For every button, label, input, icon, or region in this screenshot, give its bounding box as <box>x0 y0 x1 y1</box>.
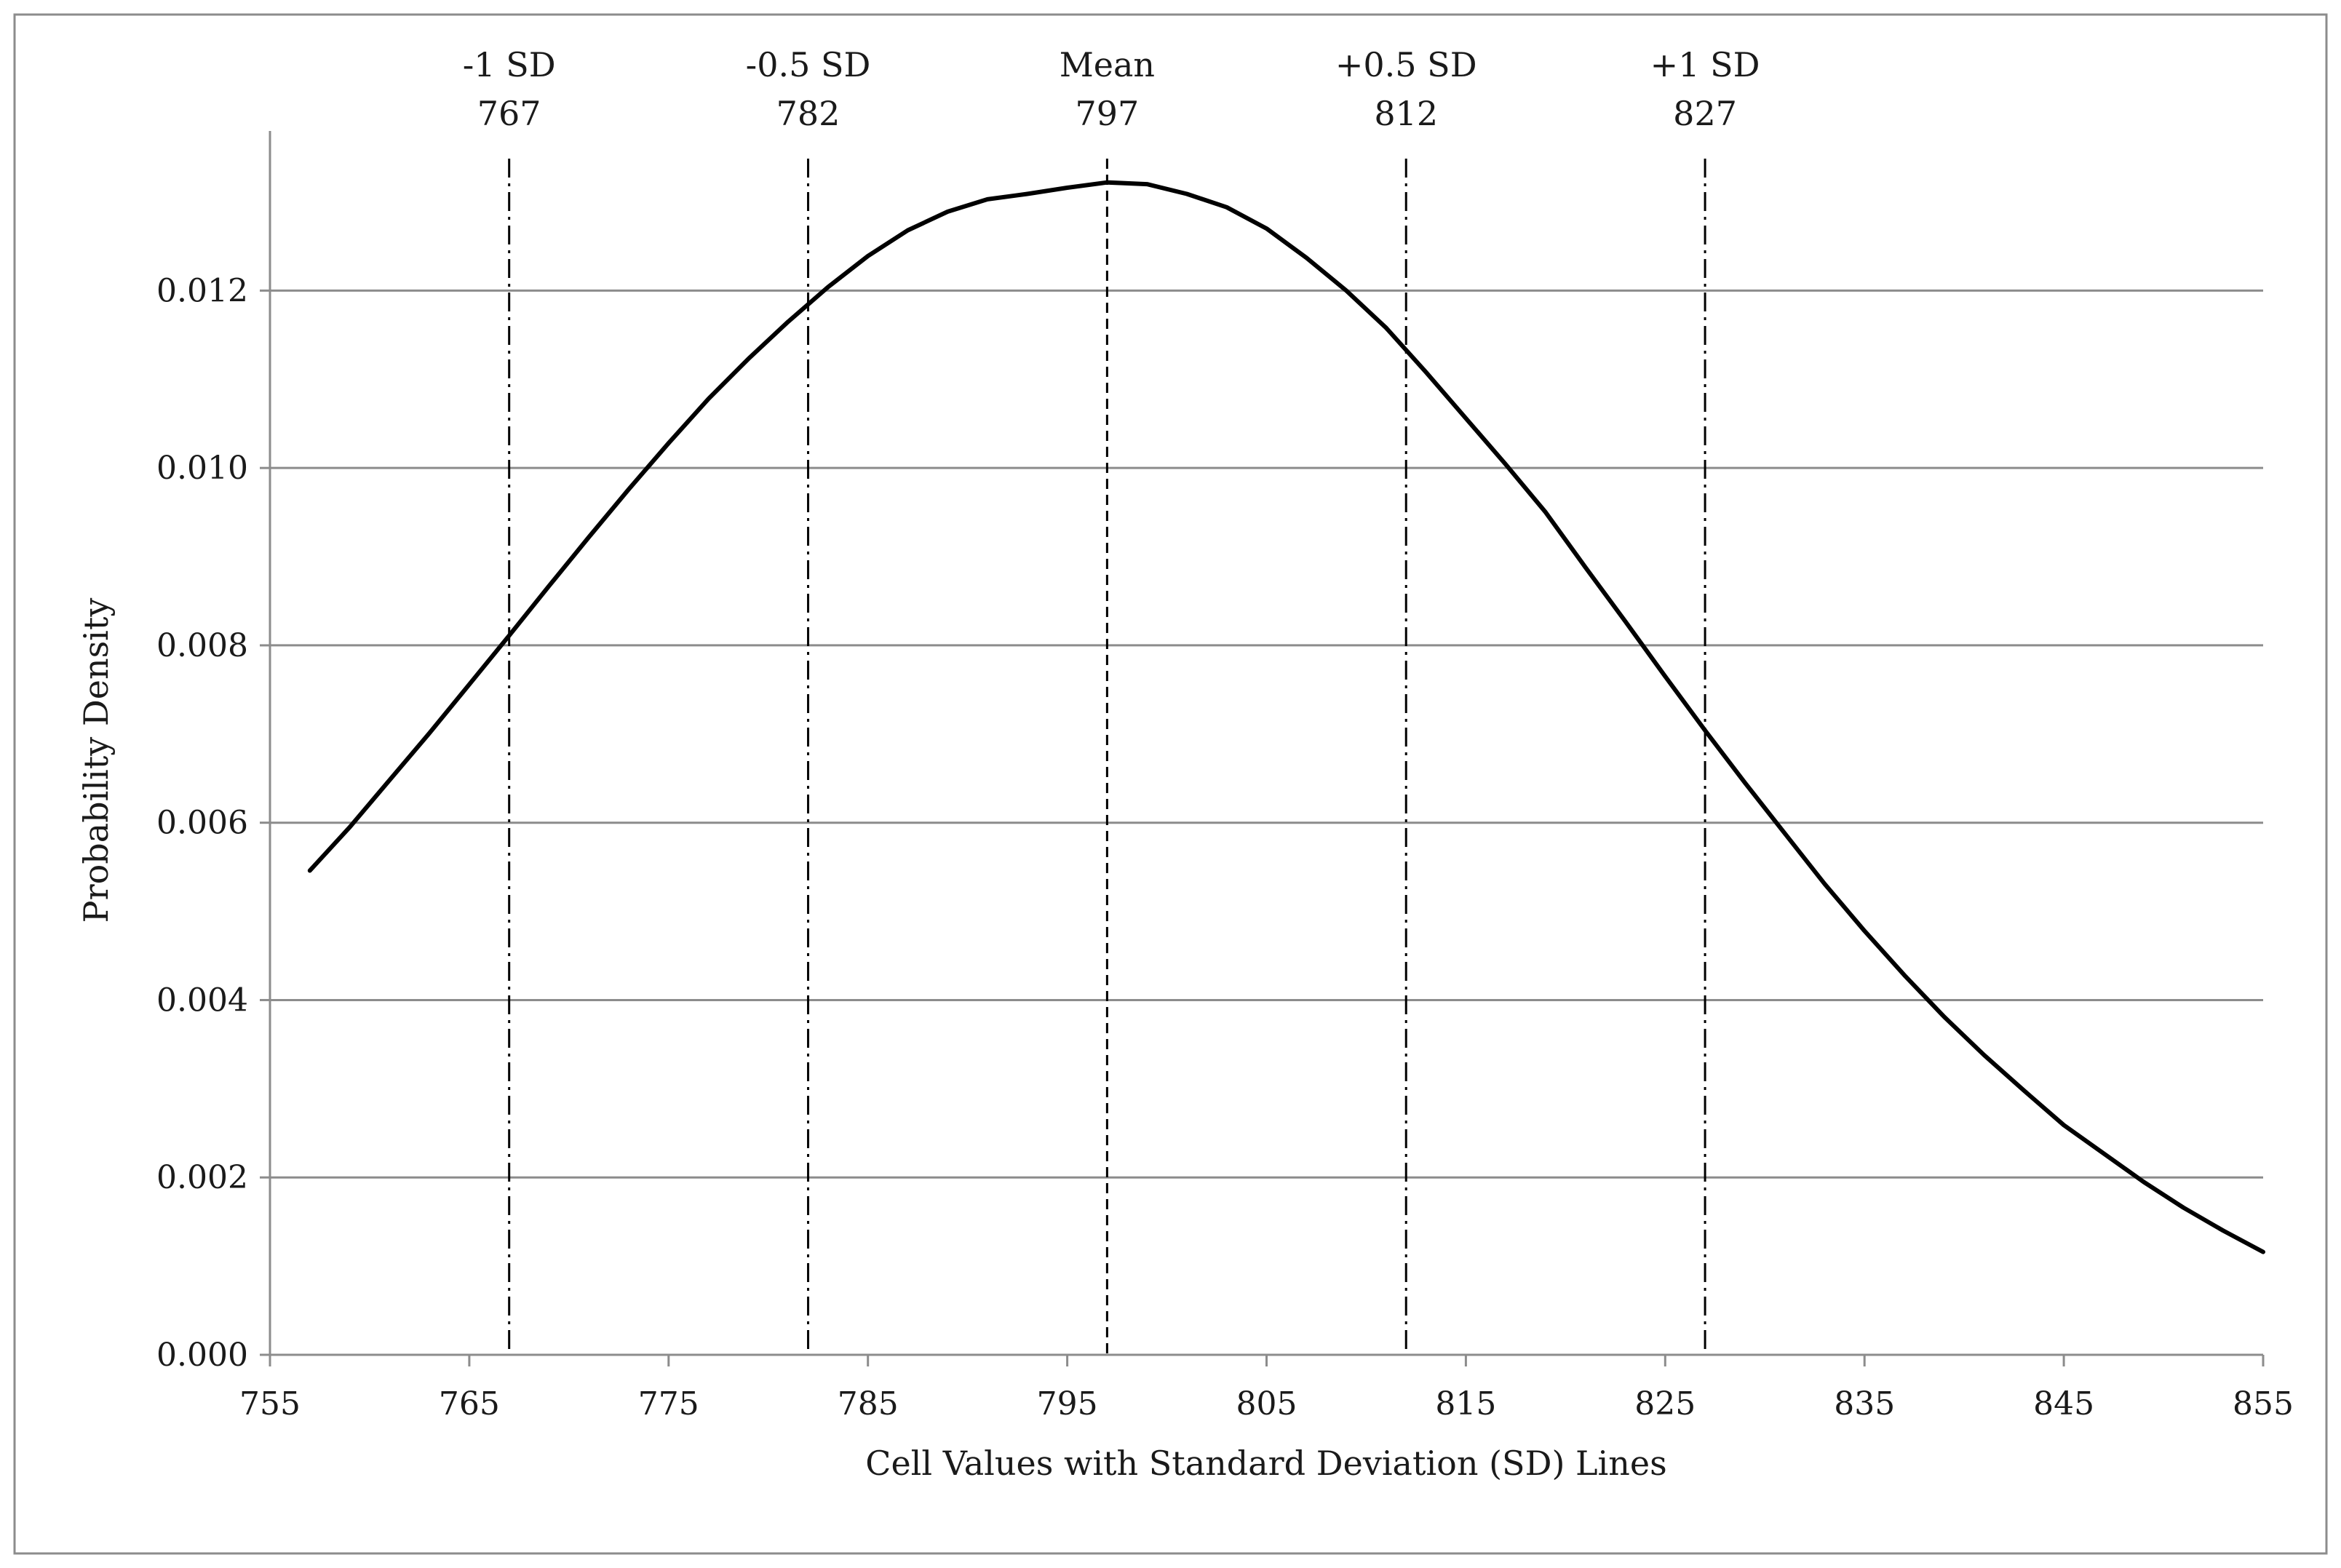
density-data-point <box>1463 416 1468 421</box>
density-data-point <box>2102 1151 2106 1155</box>
density-data-point <box>1822 882 1827 886</box>
density-data-point <box>1265 226 1268 231</box>
density-data-point <box>308 869 312 873</box>
density-data-point <box>1543 510 1548 514</box>
sd-line-label: +1 SD <box>1650 45 1760 84</box>
y-tick-label: 0.010 <box>156 450 248 487</box>
x-tick-label: 855 <box>2233 1385 2294 1422</box>
x-tick-label: 775 <box>638 1385 699 1422</box>
density-data-point <box>985 197 990 202</box>
x-tick-label: 785 <box>838 1385 899 1422</box>
density-data-point <box>905 228 910 233</box>
density-data-point <box>1065 186 1070 190</box>
density-data-point <box>1185 192 1189 196</box>
density-data-point <box>1105 180 1109 185</box>
sd-reference-lines <box>508 159 1706 1355</box>
density-data-point <box>507 634 512 638</box>
x-tick-label: 805 <box>1236 1385 1297 1422</box>
x-tick-label: 795 <box>1037 1385 1098 1422</box>
density-data-point <box>348 825 352 829</box>
density-data-point <box>746 357 750 361</box>
density-data-point <box>547 584 551 588</box>
density-data-point <box>1663 674 1667 679</box>
tick-labels: 0.000 0.002 0.004 0.006 0.008 0.010 0.012 755 76… <box>156 45 2294 1422</box>
density-data-point <box>1344 288 1348 292</box>
density-data-point <box>1424 370 1428 375</box>
density-data-point <box>2221 1228 2225 1233</box>
density-data-point <box>1623 619 1628 624</box>
density-data-point <box>667 441 671 445</box>
density-data-point <box>2181 1206 2185 1210</box>
density-data-point <box>1942 1015 1947 1019</box>
density-curve-line <box>307 180 2265 1254</box>
density-data-point <box>387 778 392 782</box>
density-data-point <box>1783 831 1787 835</box>
density-data-point <box>866 254 870 258</box>
x-tick-label: 755 <box>239 1385 301 1422</box>
y-tick-label: 0.000 <box>156 1337 248 1374</box>
density-data-point <box>2022 1089 2026 1093</box>
density-data-point <box>1025 192 1030 196</box>
series-layer <box>307 180 2265 1254</box>
density-data-point <box>1583 565 1588 570</box>
density-data-point <box>2062 1123 2066 1127</box>
density-data-point <box>2142 1179 2146 1184</box>
density-data-point <box>826 285 830 290</box>
sd-line-value: 827 <box>1673 94 1737 133</box>
x-tick-label: 825 <box>1634 1385 1696 1422</box>
density-data-point <box>2261 1250 2265 1254</box>
y-tick-label: 0.012 <box>156 272 248 309</box>
density-data-point <box>1225 205 1229 210</box>
sd-line-label: -1 SD <box>463 45 556 84</box>
density-data-point <box>1982 1053 1987 1057</box>
density-data-point <box>467 682 472 687</box>
density-data-point <box>1503 462 1508 466</box>
sd-line-value: 767 <box>477 94 541 133</box>
density-data-point <box>1703 728 1707 733</box>
y-tick-label: 0.002 <box>156 1159 248 1196</box>
density-data-point <box>1304 255 1308 260</box>
y-tick-label: 0.006 <box>156 805 248 842</box>
density-data-point <box>587 535 591 539</box>
x-tick-label: 835 <box>1834 1385 1895 1422</box>
density-data-point <box>1384 326 1388 330</box>
density-data-point <box>707 397 711 401</box>
density-data-point <box>1862 928 1867 933</box>
y-tick-label: 0.008 <box>156 627 248 664</box>
density-data-point <box>627 487 631 491</box>
density-data-point <box>1743 781 1747 785</box>
x-tick-label: 845 <box>2033 1385 2094 1422</box>
sd-line-value: 797 <box>1075 94 1139 133</box>
density-data-point <box>1902 973 1907 977</box>
density-data-point <box>945 210 950 214</box>
density-data-point <box>1145 182 1149 186</box>
sd-line-label: -0.5 SD <box>746 45 871 84</box>
x-tick-label: 765 <box>439 1385 500 1422</box>
sd-line-label: +0.5 SD <box>1335 45 1477 84</box>
axes <box>269 131 2263 1356</box>
sd-line-label: Mean <box>1060 45 1155 84</box>
sd-line-value: 812 <box>1374 94 1438 133</box>
sd-line-value: 782 <box>776 94 840 133</box>
y-tick-label: 0.004 <box>156 982 248 1019</box>
x-axis-title: Cell Values with Standard Deviation (SD)… <box>865 1444 1666 1483</box>
chart-frame <box>13 13 2328 1555</box>
density-data-point <box>786 319 790 324</box>
y-axis-title: Probability Density <box>76 598 116 923</box>
x-tick-label: 815 <box>1435 1385 1496 1422</box>
density-data-point <box>427 731 432 736</box>
gridlines <box>260 289 2265 1366</box>
